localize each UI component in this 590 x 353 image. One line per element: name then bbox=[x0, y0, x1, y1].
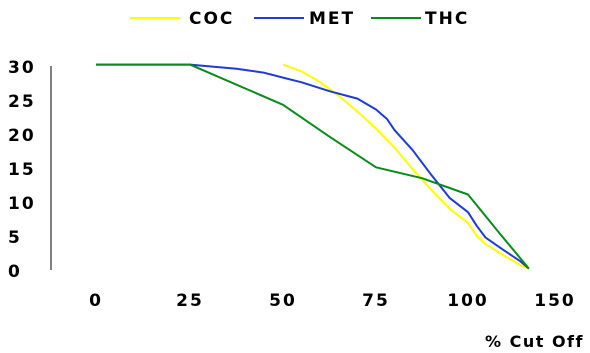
y-tick-labels: 0 5 10 15 20 25 30 bbox=[8, 58, 36, 282]
x-axis-title: % Cut Off bbox=[485, 332, 584, 351]
legend-label-thc: THC bbox=[425, 9, 469, 29]
series-line-met bbox=[96, 63, 530, 270]
y-tick-label: 20 bbox=[8, 126, 36, 146]
series-layer bbox=[96, 63, 530, 270]
legend-item-thc: THC bbox=[371, 9, 469, 29]
y-tick-label: 30 bbox=[8, 58, 36, 78]
x-tick-label: 0 bbox=[89, 291, 103, 311]
x-tick-label: 100 bbox=[447, 291, 489, 311]
x-tick-label: 150 bbox=[534, 291, 576, 311]
series-line-thc bbox=[96, 63, 530, 270]
legend-label-met: MET bbox=[309, 9, 355, 29]
x-tick-label: 25 bbox=[176, 291, 204, 311]
x-tick-label: 50 bbox=[269, 291, 297, 311]
x-tick-labels: 0 25 50 75 100 150 bbox=[89, 291, 576, 311]
y-tick-label: 25 bbox=[8, 92, 36, 112]
legend-item-met: MET bbox=[254, 9, 355, 29]
legend: COC MET THC bbox=[130, 9, 469, 29]
x-tick-label: 75 bbox=[362, 291, 390, 311]
legend-item-coc: COC bbox=[130, 9, 234, 29]
y-tick-label: 5 bbox=[8, 228, 22, 248]
y-tick-label: 0 bbox=[8, 262, 22, 282]
legend-label-coc: COC bbox=[189, 9, 234, 29]
series-line-coc bbox=[282, 63, 530, 270]
y-tick-label: 10 bbox=[8, 194, 36, 214]
y-tick-label: 15 bbox=[8, 160, 36, 180]
